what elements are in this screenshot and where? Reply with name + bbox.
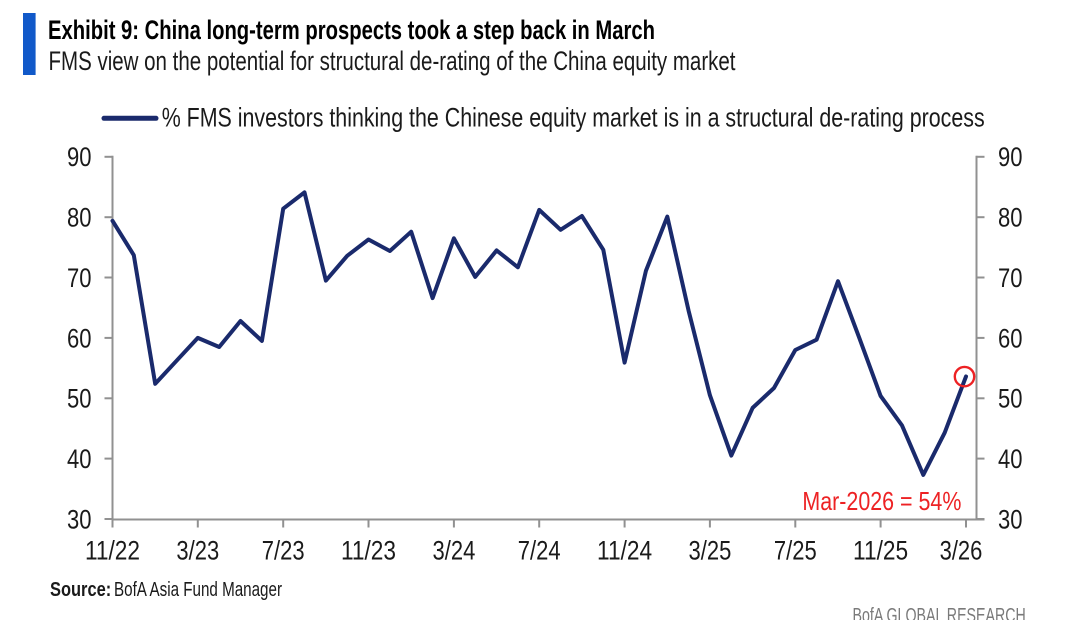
svg-text:60: 60	[67, 323, 92, 353]
svg-text:11/24: 11/24	[597, 535, 652, 565]
svg-text:BofA Asia Fund Manager: BofA Asia Fund Manager	[114, 579, 282, 601]
svg-text:70: 70	[998, 263, 1023, 293]
svg-text:3/24: 3/24	[433, 535, 476, 565]
svg-text:11/25: 11/25	[853, 535, 908, 565]
svg-text:40: 40	[998, 444, 1023, 474]
svg-text:30: 30	[67, 504, 92, 534]
svg-text:7/25: 7/25	[774, 535, 817, 565]
svg-text:70: 70	[67, 263, 92, 293]
svg-text:Source:: Source:	[50, 579, 111, 601]
svg-text:3/23: 3/23	[176, 535, 219, 565]
svg-text:% FMS investors thinking the C: % FMS investors thinking the Chinese equ…	[162, 102, 985, 132]
svg-text:90: 90	[998, 142, 1023, 172]
svg-text:BofA GLOBAL RESEARCH: BofA GLOBAL RESEARCH	[853, 605, 1026, 620]
svg-text:FMS view on the potential for: FMS view on the potential for structural…	[49, 46, 736, 76]
svg-text:3/26: 3/26	[940, 535, 983, 565]
svg-text:Mar-2026 = 54%: Mar-2026 = 54%	[802, 486, 961, 516]
svg-text:50: 50	[67, 384, 92, 414]
svg-text:11/23: 11/23	[341, 535, 396, 565]
svg-text:80: 80	[67, 203, 92, 233]
svg-text:7/24: 7/24	[518, 535, 561, 565]
svg-text:80: 80	[998, 203, 1023, 233]
svg-text:40: 40	[67, 444, 92, 474]
svg-text:3/25: 3/25	[689, 535, 732, 565]
svg-text:Exhibit 9: China long-term pro: Exhibit 9: China long-term prospects too…	[48, 15, 655, 45]
svg-text:90: 90	[67, 142, 92, 172]
svg-text:50: 50	[998, 384, 1023, 414]
svg-text:11/22: 11/22	[85, 535, 140, 565]
svg-text:60: 60	[998, 323, 1023, 353]
svg-text:30: 30	[998, 504, 1023, 534]
svg-text:7/23: 7/23	[262, 535, 305, 565]
